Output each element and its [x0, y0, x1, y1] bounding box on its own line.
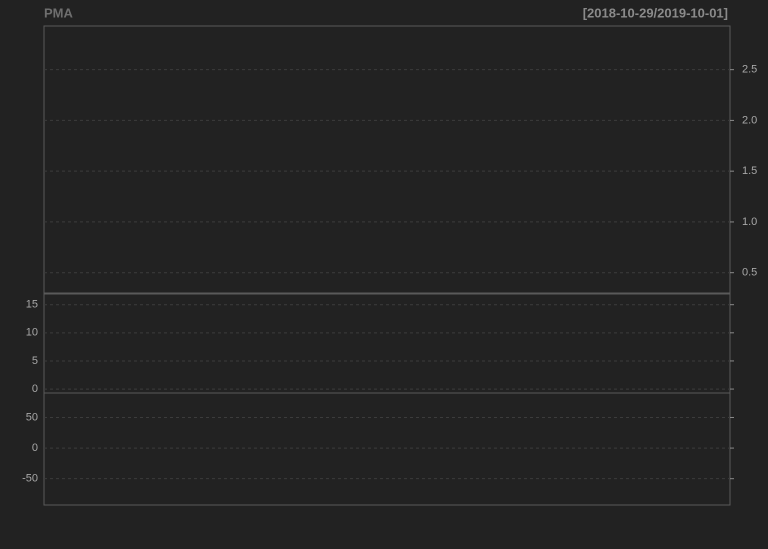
y-tick-label: 5 — [32, 355, 38, 367]
y-tick-label: 2.5 — [742, 64, 757, 76]
y-tick-label: 1.5 — [742, 165, 757, 177]
panel-frame — [43, 392, 731, 506]
y-tick-label: 0 — [32, 383, 38, 395]
y-tick-label: 0 — [32, 442, 38, 454]
chart-title: PMA — [44, 5, 74, 20]
y-tick-label: -50 — [22, 473, 38, 485]
y-tick-label: 15 — [26, 299, 38, 311]
date-range: [2018-10-29/2019-10-01] — [583, 5, 728, 20]
y-tick-label: 2.0 — [742, 114, 757, 126]
panel-frame — [43, 25, 731, 294]
y-tick-label: 0.5 — [742, 267, 757, 279]
y-tick-label: 10 — [26, 327, 38, 339]
y-tick-label: 1.0 — [742, 216, 757, 228]
y-tick-label: 50 — [26, 411, 38, 423]
